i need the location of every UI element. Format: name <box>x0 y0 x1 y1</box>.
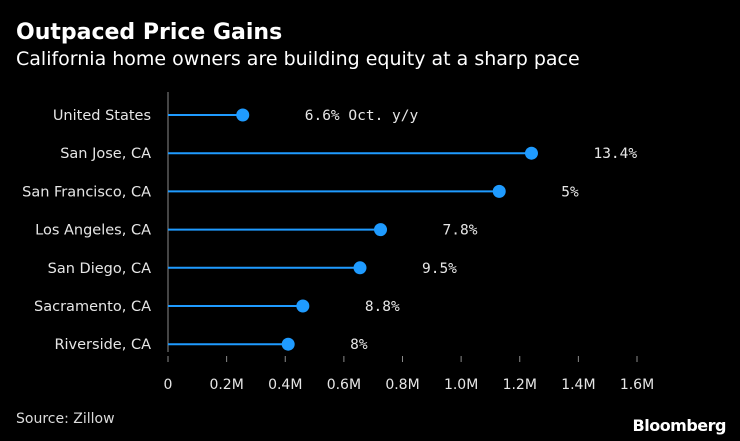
lollipop-dot <box>524 146 538 160</box>
data-label: 9.5% <box>422 261 457 277</box>
category-label: San Francisco, CA <box>22 184 151 200</box>
data-label: 13.4% <box>593 146 637 162</box>
lollipop-dot <box>492 184 506 198</box>
chart-subtitle: California home owners are building equi… <box>16 48 580 70</box>
category-label: Los Angeles, CA <box>35 223 151 239</box>
x-tick-label: 0 <box>164 377 173 393</box>
chart-title: Outpaced Price Gains <box>16 20 283 45</box>
bloomberg-logo: Bloomberg <box>632 416 727 435</box>
lollipop-dot <box>353 261 367 275</box>
x-tick-label: 0.2M <box>209 377 243 393</box>
category-label: San Jose, CA <box>60 146 151 162</box>
category-label: Riverside, CA <box>54 337 151 353</box>
data-label: 6.6% Oct. y/y <box>305 108 419 124</box>
category-label: Sacramento, CA <box>34 299 151 315</box>
source-note: Source: Zillow <box>16 411 115 427</box>
x-tick-label: 0.6M <box>327 377 361 393</box>
lollipop-dot <box>296 299 310 313</box>
lollipop-dot <box>281 337 295 351</box>
x-tick-label: 1.0M <box>444 377 478 393</box>
chart-marks: 0 0.2M 0.4M 0.6M 0.8M 1.0M 1.2M 1.4M 1.6M United … <box>22 92 654 393</box>
x-tick-label: 1.6M <box>620 377 654 393</box>
category-label: San Diego, CA <box>48 261 151 277</box>
x-tick-label: 1.2M <box>503 377 537 393</box>
x-tick-label: 0.8M <box>385 377 419 393</box>
data-label: 8.8% <box>365 299 400 315</box>
data-label: 8% <box>350 337 368 353</box>
lollipop-dot <box>236 108 250 122</box>
x-tick-label: 1.4M <box>561 377 595 393</box>
lollipop-dot <box>374 223 388 237</box>
category-label: United States <box>53 108 151 124</box>
data-label: 5% <box>561 184 579 200</box>
data-label: 7.8% <box>443 223 478 239</box>
x-tick-label: 0.4M <box>268 377 302 393</box>
